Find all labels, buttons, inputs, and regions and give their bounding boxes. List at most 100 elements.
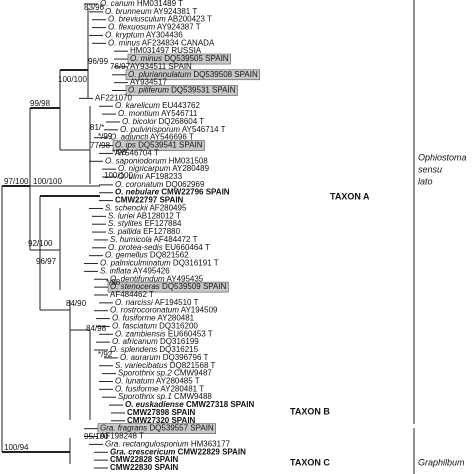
species-name: O. bicolor [122, 117, 157, 126]
species-name: O. pulvinisporum [120, 125, 180, 134]
leaf-label: O. splendens DQ316215 [110, 345, 199, 354]
support-value: 100/100 [58, 75, 87, 84]
support-value: 84/98 [86, 324, 107, 333]
species-name: O. fasciatum [112, 322, 157, 331]
taxon-label: TAXON B [290, 406, 330, 416]
species-name: O. protea-sedis [108, 243, 163, 252]
accession: CMW27320 SPAIN [127, 416, 196, 425]
leaf-label: S. pallida EF127880 [108, 227, 181, 236]
accession: CMW22797 SPAIN [115, 196, 184, 205]
support-value: 83/96 [84, 3, 105, 12]
leaf-label: O. breviusculum AB200423 T [108, 15, 212, 24]
accession: AY546711 [161, 109, 198, 118]
leaf-label: O. zambiensis EU660453 T [115, 329, 213, 338]
leaf-label: O. piliferum DQ539531 SPAIN [128, 86, 236, 95]
accession: AY934517 [130, 78, 167, 87]
leaf-label: CMW27320 SPAIN [127, 416, 196, 425]
accession: DQ316191 T [173, 259, 219, 268]
leaf-label: O. flexuosum AY924387 T [108, 23, 201, 32]
species-name: O. africanum [112, 337, 158, 346]
leaf-label: CMW22797 SPAIN [115, 196, 184, 205]
accession: DQ821562 [150, 251, 189, 260]
species-name: Sporothrix sp.1 [118, 392, 172, 401]
support-value: 92/100 [28, 239, 53, 248]
support-value: 96/99 [88, 57, 109, 66]
species-name: O. coronatum [115, 180, 164, 189]
accession: DQ539509 SPAIN [162, 282, 227, 291]
accession: AY280485 T [156, 377, 200, 386]
leaf-label: O. aurarum DQ396796 T [120, 353, 208, 362]
accession: EF127880 [143, 227, 180, 236]
accession: AB200423 T [168, 15, 212, 24]
taxon-label: TAXON C [290, 457, 330, 467]
leaf-label: O. kryptum AY304436 [105, 31, 183, 40]
support-value: */98 [112, 148, 127, 157]
species-name: S. variecibatus [115, 361, 167, 370]
accession: AY546696 T [150, 133, 194, 142]
accession: EU660453 T [168, 329, 213, 338]
support-value: 77/98 [90, 141, 111, 150]
support-value: 95/100 [84, 432, 109, 441]
accession: AY280489 [172, 164, 209, 173]
leaf-label: CMW22830 SPAIN [110, 463, 179, 472]
leaf-label: AY934511 SPAIN [130, 62, 192, 71]
leaf-label: Gra. fragrans DQ539557 SPAIN [100, 424, 214, 433]
highlight-box [125, 85, 238, 96]
species-name: O. adjuncti [110, 133, 148, 142]
species-name: O. fusiforme [115, 384, 159, 393]
accession: AF198248 T [100, 432, 144, 441]
accession: AF194510 T [155, 298, 199, 307]
group-label: sensu [418, 164, 442, 174]
species-name: O. karelicum [115, 101, 160, 110]
species-name: O. rostrocoronatum [110, 306, 179, 315]
accession: EF127884 [144, 219, 181, 228]
species-name: O. stenoceras [110, 282, 160, 291]
accession: AF221070 [95, 93, 132, 102]
species-name: O. canum [100, 0, 135, 8]
accession: AY280481 T [160, 384, 204, 393]
group-label: Ophiostoma [418, 152, 467, 162]
leaf-label: CMW27898 SPAIN [127, 408, 196, 417]
species-name: O. brunneum [105, 7, 152, 16]
leaf-label: O. bicolor DQ268604 T [122, 117, 204, 126]
species-name: O. lunatum [115, 377, 154, 386]
accession: AF484462 T [110, 290, 154, 299]
tree-branches [1, 0, 415, 474]
leaf-label: O. brunneum AY924381 T [105, 7, 197, 16]
leaf-label: HM031497 RUSSIA [130, 46, 202, 55]
leaf-label: AY546704 T [115, 149, 159, 158]
accession: AB128012 T [136, 211, 180, 220]
support-value: */99 [98, 132, 113, 141]
accession: AF234834 CANADA [142, 38, 215, 47]
species-name: Sporothrix sp.2 [118, 369, 172, 378]
leaf-label: S. humicola AF484472 T [110, 235, 198, 244]
support-value: 96/97 [36, 257, 57, 266]
leaf-label: O. ips DQ539541 SPAIN [115, 141, 203, 150]
taxon-label: TAXON A [330, 191, 370, 201]
species-name: S. humicola [110, 235, 152, 244]
species-name: Gra. fragrans [100, 424, 147, 433]
leaf-label: S. luriei AB128012 T [108, 211, 181, 220]
leaf-label: O. minus DQ539505 SPAIN [130, 54, 229, 63]
species-name: O. breviusculum [108, 15, 166, 24]
leaf-label: S. variecibatus DQ821568 T [115, 361, 215, 370]
species-name: O. piliferum [128, 86, 169, 95]
leaf-label: O. canum HM031489 T [100, 0, 183, 8]
leaf-label: O. lunatum AY280485 T [115, 377, 200, 386]
leaf-label: O. protea-sedis EU660464 T [108, 243, 210, 252]
species-name: O. palmiculminatum [100, 259, 171, 268]
leaf-label: O. nigricarpum AY280489 [118, 164, 210, 173]
leaf-label: O. fusiforme AY280481 T [115, 384, 204, 393]
accession: CMW9487 [174, 369, 212, 378]
species-name: S. stylites [108, 219, 142, 228]
species-name: O. gemellus [105, 251, 148, 260]
group-label: Graphilbum [418, 457, 465, 467]
accession: AY924381 T [153, 7, 197, 16]
leaf-label: O. africanum DQ316199 [112, 337, 199, 346]
support-value: */92 [98, 350, 113, 359]
accession: DQ316200 [159, 322, 198, 331]
accession: CMW22828 SPAIN [110, 455, 179, 464]
leaf-label: O. montium AY546711 [118, 109, 198, 118]
highlight-box [125, 69, 261, 81]
support-value: */98 [106, 278, 121, 287]
